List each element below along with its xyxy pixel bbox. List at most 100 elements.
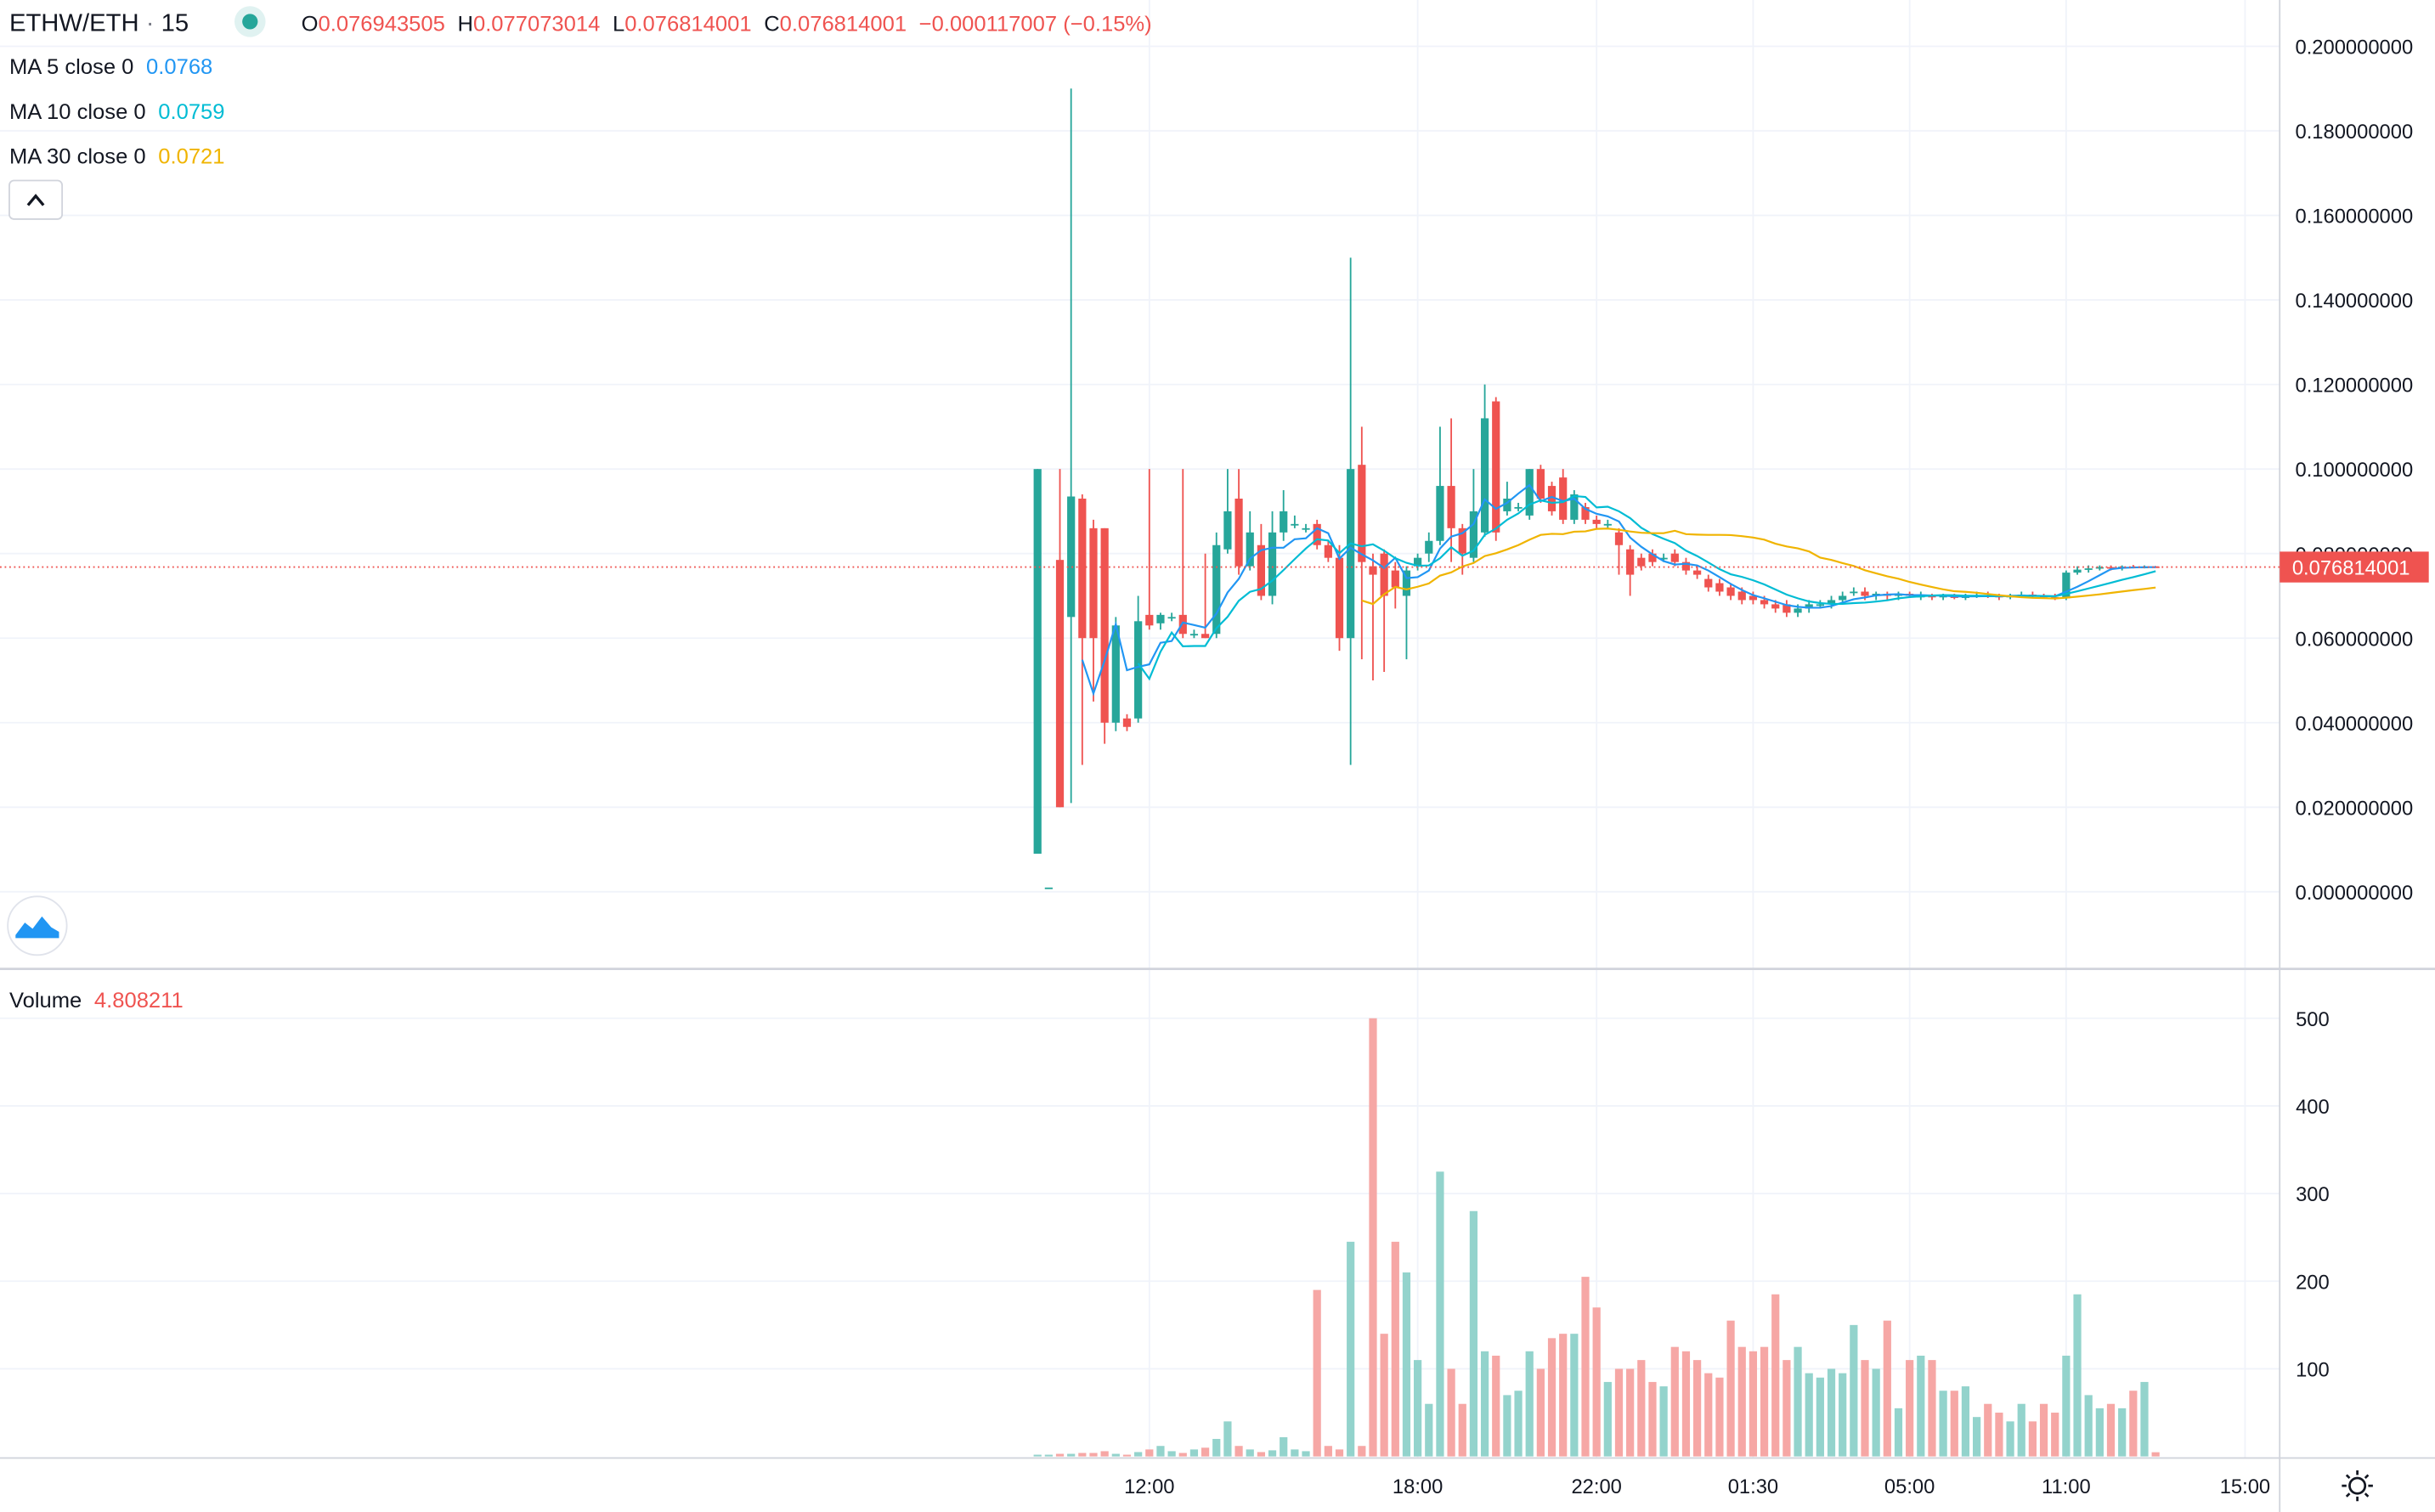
y-tick-label: 0.060000000 bbox=[2295, 629, 2413, 651]
ma-name: MA 10 close 0 bbox=[9, 100, 146, 124]
candle-body bbox=[1414, 557, 1422, 567]
candle-body bbox=[1291, 523, 1299, 526]
volume-bar bbox=[2006, 1421, 2014, 1457]
candle-body bbox=[1760, 600, 1769, 605]
volume-bar bbox=[1156, 1446, 1165, 1457]
volume-bar bbox=[1134, 1452, 1143, 1457]
settings-gear bbox=[2348, 1476, 2367, 1495]
candle-body bbox=[1547, 486, 1556, 511]
candle-body bbox=[1055, 560, 1065, 808]
ma-line bbox=[1137, 494, 2156, 681]
ma-value: 0.0759 bbox=[158, 100, 224, 124]
volume-bar bbox=[1794, 1346, 1802, 1457]
volume-bar bbox=[1592, 1307, 1601, 1457]
volume-bar bbox=[1492, 1355, 1500, 1457]
volume-bar bbox=[1358, 1446, 1366, 1457]
volume-bar bbox=[1369, 1018, 1377, 1457]
volume-bar bbox=[1681, 1351, 1691, 1457]
volume-bar bbox=[2151, 1452, 2160, 1457]
candle-body bbox=[1939, 595, 1947, 598]
candle-body bbox=[1536, 469, 1545, 499]
candle-body bbox=[2095, 567, 2104, 569]
volume-bar bbox=[1737, 1346, 1746, 1457]
candle-body bbox=[1715, 583, 1724, 592]
candle-body bbox=[1648, 553, 1657, 562]
status-dot[interactable] bbox=[242, 14, 258, 30]
candle-body bbox=[2106, 567, 2116, 569]
candle-body bbox=[1861, 591, 1869, 596]
separator: · bbox=[139, 9, 161, 37]
volume-bar bbox=[1268, 1450, 1277, 1457]
ohlc-line: O0.076943505 H0.077073014 L0.076814001 C0.0… bbox=[302, 12, 1152, 36]
ma-name: MA 30 close 0 bbox=[9, 145, 146, 169]
volume-bar bbox=[1570, 1334, 1579, 1457]
collapse-button[interactable] bbox=[8, 179, 64, 220]
volume-bar bbox=[1782, 1360, 1791, 1457]
volume-bar bbox=[1044, 1454, 1053, 1457]
candle-body bbox=[1089, 528, 1098, 639]
candle-body bbox=[1212, 544, 1221, 635]
volume-tick-label: 400 bbox=[2296, 1097, 2330, 1119]
candle-body bbox=[1447, 486, 1455, 528]
candle-body bbox=[2073, 569, 2082, 573]
candle-body bbox=[1100, 528, 1109, 723]
candle-body bbox=[1816, 604, 1824, 606]
volume-bar bbox=[1280, 1436, 1288, 1457]
volume-bar bbox=[1995, 1413, 2003, 1457]
ma-legend-item: MA 10 close 0 0.0759 bbox=[9, 100, 225, 124]
volume-bar bbox=[1212, 1438, 1221, 1457]
volume-bar bbox=[1704, 1373, 1713, 1457]
candle-body bbox=[1503, 499, 1511, 511]
volume-bar bbox=[1178, 1453, 1187, 1457]
volume-bar bbox=[2095, 1408, 2104, 1457]
candle-body bbox=[1402, 570, 1411, 596]
volume-bar bbox=[1458, 1403, 1466, 1457]
volume-bar bbox=[1861, 1360, 1869, 1457]
volume-bar bbox=[2017, 1403, 2025, 1457]
logo-mark bbox=[15, 916, 59, 939]
x-tick-label: 18:00 bbox=[1393, 1476, 1443, 1498]
volume-bar bbox=[1839, 1373, 1847, 1457]
candle-body bbox=[1122, 718, 1132, 727]
candle-body bbox=[1246, 532, 1254, 567]
settings-icon[interactable] bbox=[2342, 1470, 2373, 1502]
ohlc-value: 0.076814001 bbox=[780, 12, 907, 36]
candle-body bbox=[1839, 595, 1847, 601]
x-tick-label: 12:00 bbox=[1124, 1476, 1174, 1498]
volume-bar bbox=[1614, 1368, 1624, 1457]
candle-body bbox=[1637, 557, 1646, 567]
ma-name: MA 5 close 0 bbox=[9, 55, 133, 79]
y-tick-label: 0.040000000 bbox=[2295, 714, 2413, 736]
ma-legend-item: MA 30 close 0 0.0721 bbox=[9, 145, 225, 169]
y-tick-label: 0.020000000 bbox=[2295, 798, 2413, 820]
candle-body bbox=[1805, 604, 1813, 609]
volume-bar bbox=[1883, 1320, 1891, 1457]
candle-body bbox=[1111, 625, 1120, 723]
volume-bar bbox=[2118, 1408, 2127, 1457]
candle-body bbox=[2084, 568, 2093, 570]
candle-body bbox=[1681, 561, 1691, 571]
candle-body bbox=[1358, 465, 1366, 562]
y-tick-label: 0.140000000 bbox=[2295, 291, 2413, 313]
volume-legend: Volume 4.808211 bbox=[9, 989, 184, 1013]
volume-title: Volume bbox=[9, 989, 82, 1013]
candle-body bbox=[1492, 401, 1500, 533]
ma-legend-item: MA 5 close 0 0.0768 bbox=[9, 55, 212, 79]
volume-bar bbox=[1257, 1452, 1265, 1457]
candle-body bbox=[1078, 499, 1087, 639]
candle-body bbox=[1391, 570, 1399, 588]
candle-body bbox=[1223, 511, 1232, 550]
candle-body bbox=[1480, 418, 1489, 533]
candle-body bbox=[1067, 496, 1076, 618]
volume-bar bbox=[2028, 1421, 2037, 1457]
candle-body bbox=[1145, 614, 1154, 626]
volume-bar bbox=[1659, 1386, 1668, 1457]
candle-body bbox=[1827, 600, 1836, 605]
volume-bar bbox=[1347, 1241, 1355, 1457]
volume-bar bbox=[1122, 1454, 1132, 1457]
candle-body bbox=[1726, 587, 1735, 596]
volume-bar bbox=[1894, 1408, 1903, 1457]
candle-body bbox=[2062, 573, 2071, 599]
volume-bar bbox=[1425, 1403, 1433, 1457]
